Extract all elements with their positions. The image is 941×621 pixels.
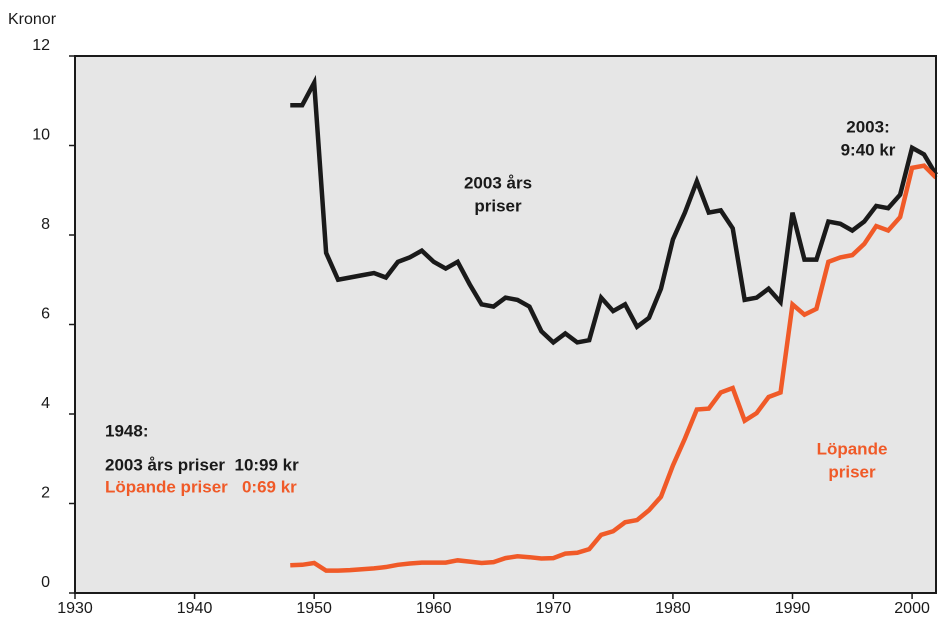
annotation: 9:40 kr: [841, 140, 896, 159]
y-tick-label: 8: [41, 216, 50, 233]
x-tick-label: 1950: [296, 600, 332, 617]
x-tick-label: 1960: [416, 600, 452, 617]
y-tick-label: 12: [32, 37, 50, 54]
x-tick-label: 1980: [655, 600, 691, 617]
x-tick-label: 1940: [177, 600, 213, 617]
y-tick-label: 0: [41, 574, 50, 591]
y-tick-label: 10: [32, 127, 50, 144]
y-tick-label: 2: [41, 485, 50, 502]
annotation: priser: [828, 462, 876, 481]
annotation: 2003 års priser 10:99 kr: [105, 455, 299, 474]
annotation: priser: [474, 196, 522, 215]
x-tick-label: 1990: [775, 600, 811, 617]
annotation: Löpande priser 0:69 kr: [105, 477, 297, 496]
x-tick-label: 1970: [536, 600, 572, 617]
annotation: 1948:: [105, 421, 148, 440]
y-axis-label: Kronor: [8, 11, 57, 28]
x-tick-label: 1930: [57, 600, 93, 617]
annotation: 2003 års: [464, 173, 532, 192]
plot-background: [75, 56, 936, 593]
y-tick-label: 6: [41, 306, 50, 323]
annotation: Löpande: [817, 439, 888, 458]
annotation: 2003:: [846, 117, 889, 136]
y-tick-label: 4: [41, 395, 50, 412]
x-tick-label: 2000: [894, 600, 930, 617]
chart: Kronor 0 2 4 6 8 10 12 1930 1940 1950 1960 1970 1980…: [0, 0, 941, 621]
